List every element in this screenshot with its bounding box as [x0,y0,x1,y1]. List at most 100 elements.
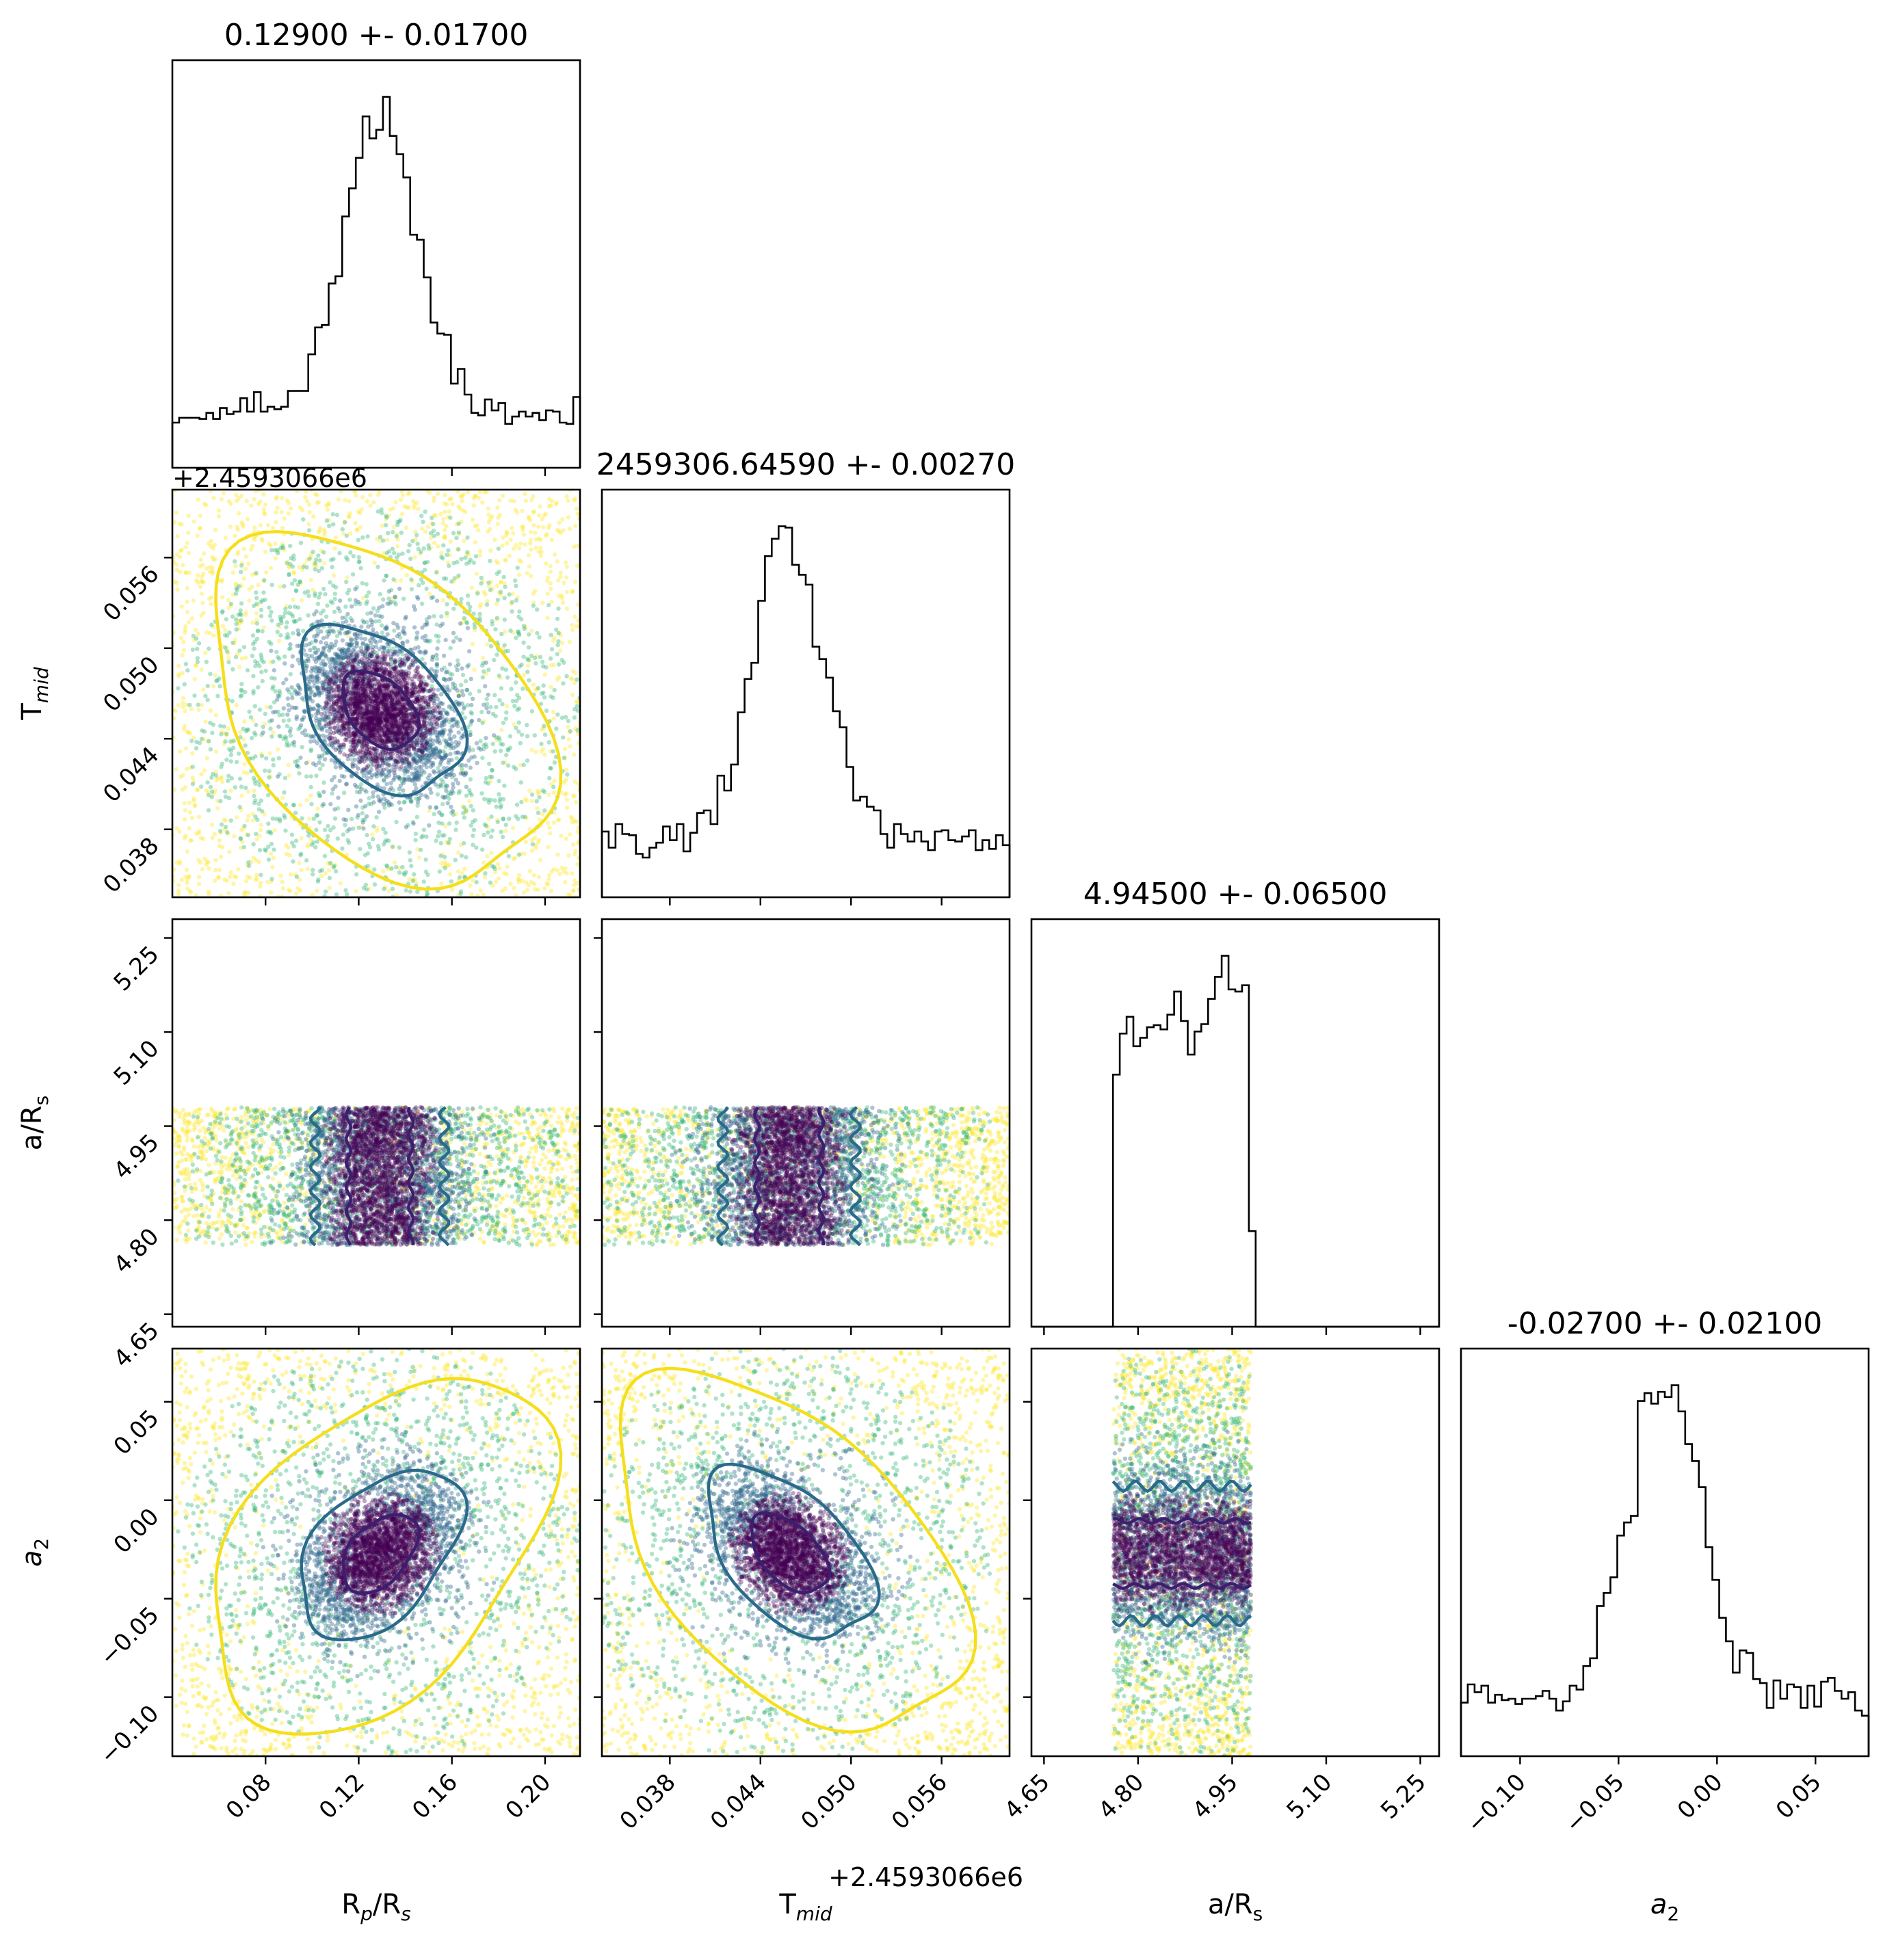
sample-point [397,845,401,849]
sample-point [402,799,406,804]
sample-point [549,581,553,585]
sample-point [303,728,307,732]
sample-point [496,598,500,602]
sample-point [233,534,237,538]
sample-point [495,572,499,576]
sample-point [475,572,479,576]
sample-point [447,564,451,568]
sample-point [198,564,202,568]
sample-point [370,832,374,836]
sample-point [319,611,323,615]
sample-point [292,803,296,807]
sample-point [252,730,256,734]
sample-point [518,542,523,546]
sample-point [313,693,317,697]
sample-point [445,670,449,674]
sample-point [493,714,497,718]
sample-point [427,773,432,777]
sample-point [430,596,434,600]
sample-point [226,726,231,730]
sample-point [488,548,492,553]
sample-point [547,497,551,501]
sample-point [256,583,261,587]
sample-point [196,656,200,660]
sample-point [308,693,312,698]
sample-point [223,739,227,743]
sample-point [183,545,187,549]
sample-point [176,883,181,887]
sample-point [278,734,282,738]
sample-point [501,742,505,746]
sample-point [517,706,521,711]
sample-point [555,652,559,656]
sample-point [254,858,258,862]
sample-point [178,750,182,754]
sample-point [294,588,298,592]
sample-point [312,612,316,616]
sample-point [456,504,460,508]
sample-point [486,667,490,672]
sample-point [394,820,398,824]
sample-point [208,570,212,574]
sample-point [254,832,258,836]
sample-point [401,626,406,630]
sample-point [298,617,302,621]
sample-point [455,668,459,672]
sample-point [483,871,487,875]
sample-point [281,886,285,890]
sample-point [269,851,273,856]
sample-point [408,543,412,547]
sample-point [514,767,518,771]
sample-point [317,793,321,797]
sample-point [273,542,277,546]
sample-point [287,572,291,576]
sample-point [389,781,393,785]
sample-point [565,590,569,594]
sample-point [413,646,417,650]
sample-point [491,742,495,746]
sample-point [293,578,297,582]
sample-point [358,799,363,803]
sample-point [451,531,456,535]
sample-point [454,700,458,704]
sample-point [516,615,521,619]
sample-point [437,810,441,815]
sample-point [198,526,202,530]
sample-point [334,892,339,897]
sample-point [565,607,569,611]
sample-point [572,752,576,756]
sample-point [481,656,485,660]
sample-point [295,691,300,695]
sample-point [330,758,334,762]
sample-point [508,538,512,542]
sample-point [508,882,512,886]
sample-point [259,614,263,618]
sample-point [490,619,494,623]
sample-point [180,605,184,609]
sample-point [539,553,543,557]
sample-point [382,778,386,782]
sample-point [413,782,417,786]
sample-point [377,619,381,623]
sample-point [359,782,363,786]
sample-point [187,801,192,805]
sample-point [257,783,261,787]
sample-point [353,658,357,662]
sample-point [289,685,293,689]
sample-point [455,756,459,760]
sample-point [496,561,500,565]
sample-point [529,747,534,752]
sample-point [332,864,336,868]
sample-point [267,751,272,755]
sample-point [328,828,332,832]
sample-point [397,587,401,591]
sample-point [185,600,189,604]
sample-point [319,712,324,716]
sample-point [288,605,292,609]
sample-point [335,739,339,743]
sample-point [285,740,289,744]
sample-point [488,527,492,531]
sample-point [524,499,528,503]
sample-point [318,767,322,771]
sample-point [421,520,425,524]
